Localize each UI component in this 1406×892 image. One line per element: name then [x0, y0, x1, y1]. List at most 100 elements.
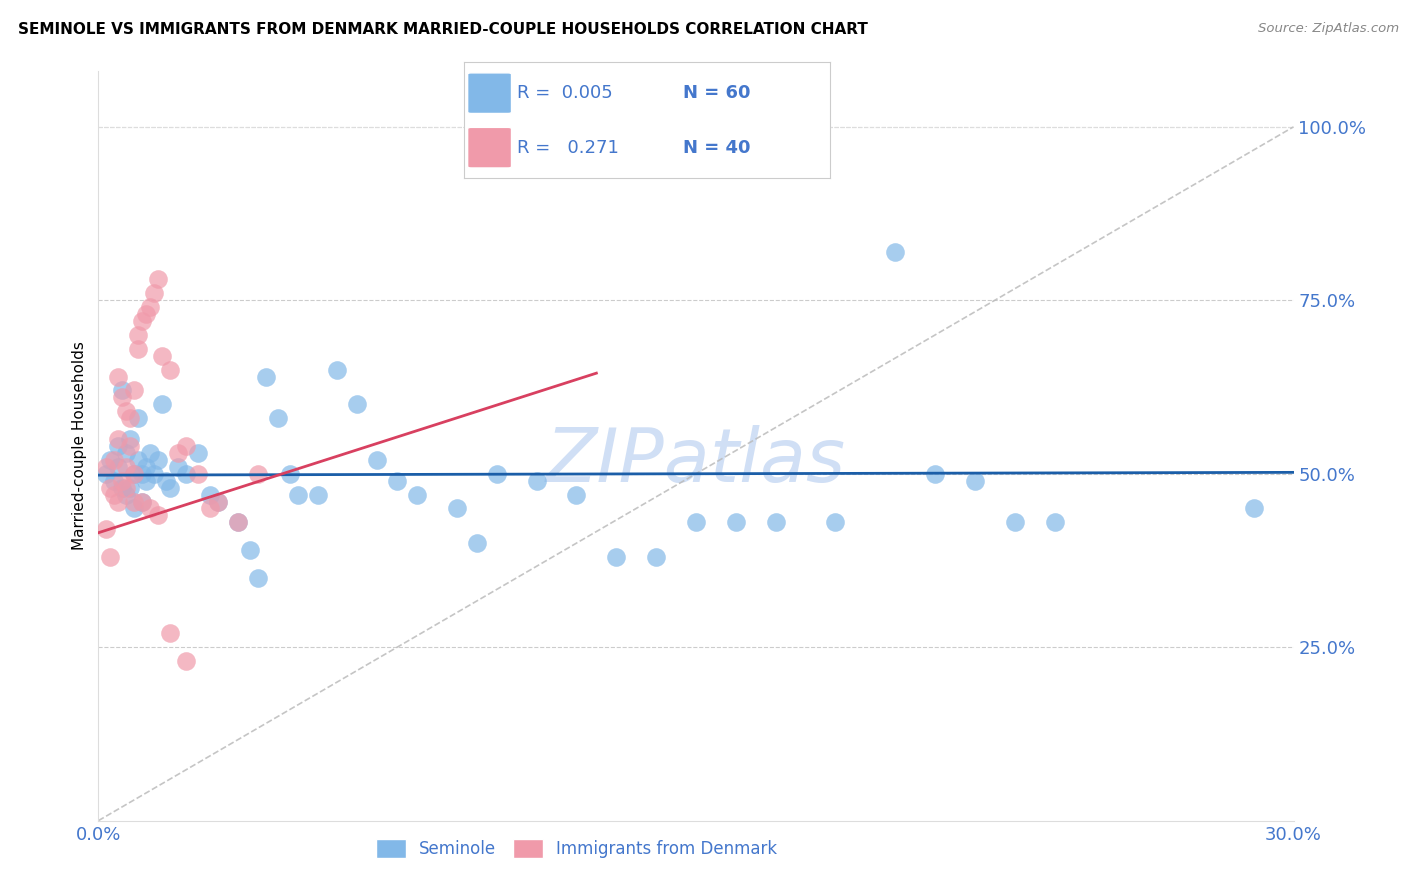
- Point: [605, 549, 627, 564]
- Point: [96, 459, 118, 474]
- Point: [187, 446, 209, 460]
- Point: [346, 397, 368, 411]
- Point: [143, 286, 166, 301]
- Point: [198, 487, 221, 501]
- Point: [924, 467, 946, 481]
- Point: [115, 459, 138, 474]
- Point: [884, 244, 907, 259]
- Point: [107, 459, 129, 474]
- Point: [115, 446, 138, 460]
- Point: [115, 404, 138, 418]
- Point: [207, 494, 229, 508]
- Text: SEMINOLE VS IMMIGRANTS FROM DENMARK MARRIED-COUPLE HOUSEHOLDS CORRELATION CHART: SEMINOLE VS IMMIGRANTS FROM DENMARK MARR…: [18, 22, 868, 37]
- Point: [127, 411, 149, 425]
- Point: [287, 487, 309, 501]
- Point: [565, 487, 588, 501]
- Text: Source: ZipAtlas.com: Source: ZipAtlas.com: [1258, 22, 1399, 36]
- Point: [131, 314, 153, 328]
- Point: [98, 453, 122, 467]
- Point: [406, 487, 429, 501]
- Point: [124, 467, 146, 481]
- Point: [150, 397, 173, 411]
- Point: [127, 342, 149, 356]
- Point: [159, 481, 181, 495]
- Point: [111, 384, 134, 398]
- Point: [103, 474, 125, 488]
- Point: [765, 516, 787, 530]
- Point: [174, 439, 197, 453]
- Text: N = 40: N = 40: [683, 138, 751, 157]
- Point: [446, 501, 468, 516]
- FancyBboxPatch shape: [468, 128, 512, 168]
- Text: N = 60: N = 60: [683, 84, 751, 103]
- Point: [120, 411, 142, 425]
- Point: [159, 626, 181, 640]
- Point: [148, 272, 170, 286]
- Point: [963, 474, 986, 488]
- Point: [135, 474, 157, 488]
- Point: [1004, 516, 1026, 530]
- Point: [120, 439, 142, 453]
- FancyBboxPatch shape: [468, 73, 512, 113]
- Point: [366, 453, 388, 467]
- Point: [111, 391, 134, 405]
- Point: [139, 300, 162, 314]
- Point: [131, 494, 153, 508]
- Point: [143, 467, 166, 481]
- Text: ZIPatlas: ZIPatlas: [546, 425, 846, 497]
- Point: [139, 501, 162, 516]
- Point: [120, 481, 142, 495]
- Point: [1243, 501, 1265, 516]
- Point: [307, 487, 329, 501]
- Point: [148, 508, 170, 523]
- Point: [226, 516, 249, 530]
- Point: [103, 487, 125, 501]
- Point: [167, 459, 190, 474]
- Point: [107, 432, 129, 446]
- Point: [155, 474, 177, 488]
- Point: [167, 446, 190, 460]
- Point: [120, 432, 142, 446]
- Point: [124, 501, 146, 516]
- Point: [485, 467, 508, 481]
- Point: [148, 453, 170, 467]
- Point: [174, 654, 197, 668]
- Point: [267, 411, 290, 425]
- Point: [246, 467, 269, 481]
- Point: [96, 467, 118, 481]
- Point: [385, 474, 409, 488]
- Point: [96, 522, 118, 536]
- Point: [159, 362, 181, 376]
- Point: [135, 459, 157, 474]
- Point: [724, 516, 747, 530]
- Point: [107, 439, 129, 453]
- Point: [207, 494, 229, 508]
- Point: [174, 467, 197, 481]
- Point: [198, 501, 221, 516]
- Point: [115, 487, 138, 501]
- Point: [326, 362, 349, 376]
- Point: [150, 349, 173, 363]
- Point: [124, 494, 146, 508]
- Point: [107, 369, 129, 384]
- Point: [107, 494, 129, 508]
- Point: [135, 307, 157, 321]
- Point: [98, 481, 122, 495]
- Point: [111, 481, 134, 495]
- Point: [98, 549, 122, 564]
- Point: [824, 516, 846, 530]
- Point: [124, 467, 146, 481]
- Y-axis label: Married-couple Households: Married-couple Households: [72, 342, 87, 550]
- Point: [103, 453, 125, 467]
- Point: [131, 494, 153, 508]
- Text: R =  0.005: R = 0.005: [517, 84, 613, 103]
- Point: [111, 474, 134, 488]
- Legend: Seminole, Immigrants from Denmark: Seminole, Immigrants from Denmark: [368, 832, 785, 864]
- Point: [115, 481, 138, 495]
- Point: [226, 516, 249, 530]
- Point: [278, 467, 301, 481]
- Text: R =   0.271: R = 0.271: [517, 138, 619, 157]
- Point: [1043, 516, 1066, 530]
- Point: [254, 369, 277, 384]
- Point: [645, 549, 668, 564]
